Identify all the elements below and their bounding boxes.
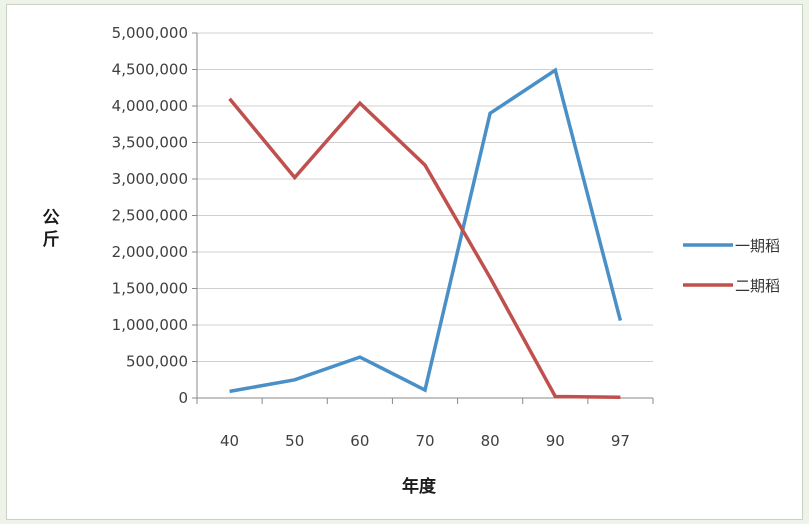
y-tick-label: 3,500,000 [112,134,188,152]
y-tick-label: 1,500,000 [112,280,188,298]
gridlines [192,32,653,399]
x-tick-labels: 40 50 60 70 80 90 97 [220,432,630,450]
y-tick-label: 500,000 [126,353,188,371]
y-tick-label: 5,000,000 [112,24,188,42]
y-tick-label: 1,000,000 [112,316,188,334]
x-tick-label: 70 [415,432,434,450]
y-tick-label: 2,500,000 [112,207,188,225]
x-axis-title: 年度 [402,476,437,497]
x-tick-label: 50 [285,432,304,450]
y-tick-label: 4,500,000 [112,61,188,79]
line-chart: 0 500,000 1,000,000 1,500,000 2,000,000 2,500… [43,24,781,497]
x-tick-label: 90 [546,432,565,450]
x-tick-label: 80 [481,432,500,450]
series-line-2 [228,97,621,400]
legend-label-2: 二期稻 [735,277,780,295]
y-tick-label: 4,000,000 [112,97,188,115]
y-tick-label: 0 [178,389,188,407]
y-tick-label: 3,000,000 [112,170,188,188]
legend-label-1: 一期稻 [735,237,780,255]
x-tick-label: 60 [350,432,369,450]
chart-frame: 0 500,000 1,000,000 1,500,000 2,000,000 2,500… [6,4,803,520]
series-line-1 [229,67,623,394]
x-tick-label: 97 [611,432,630,450]
y-tick-label: 2,000,000 [112,243,188,261]
axes [196,33,654,404]
y-axis-title: 公斤 [43,208,60,250]
y-tick-labels: 0 500,000 1,000,000 1,500,000 2,000,000 2,500… [112,24,188,407]
series-lines [228,67,623,400]
x-tick-label: 40 [220,432,239,450]
